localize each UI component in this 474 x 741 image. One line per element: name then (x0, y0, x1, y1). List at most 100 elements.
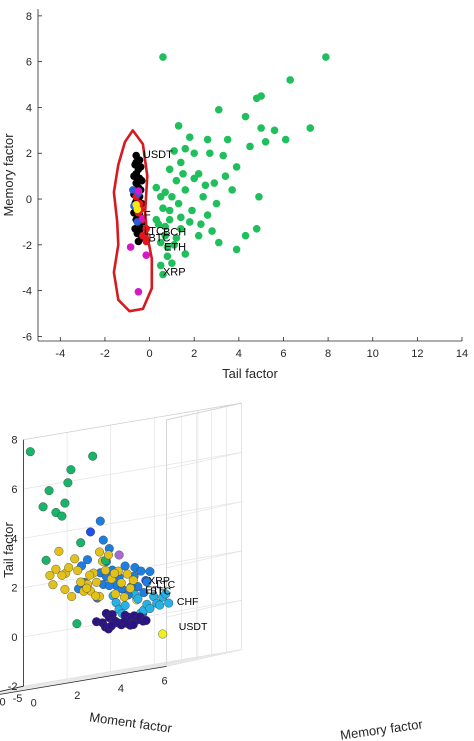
data-point (203, 211, 212, 219)
data-point (134, 237, 143, 246)
data-point (51, 564, 61, 574)
data-point (181, 250, 190, 258)
data-marks (25, 447, 174, 639)
floor-grid-line (35, 671, 111, 689)
wall-grid-line (166, 599, 242, 618)
data-point (91, 591, 101, 601)
x-axis-line (0, 685, 24, 692)
point-label: CHF (177, 596, 199, 608)
data-point (70, 554, 80, 564)
floor-grid-line (0, 655, 212, 693)
data-point (163, 252, 172, 261)
x-tick-label: 4 (236, 348, 242, 360)
y-tick-label: 8 (26, 11, 32, 23)
x-tick-label: 10 (367, 348, 379, 360)
x-tick-label: 8 (325, 348, 331, 360)
data-point (286, 76, 294, 84)
data-point (134, 187, 143, 195)
data-point (252, 225, 261, 233)
data-point (190, 149, 199, 158)
data-point (212, 199, 221, 208)
x-axis-label: Tail factor (222, 366, 278, 381)
data-point (64, 563, 74, 573)
data-point (223, 135, 232, 144)
data-point (91, 577, 101, 587)
x-tick-label: 0 (0, 697, 6, 709)
data-point (133, 205, 142, 214)
data-point (67, 592, 77, 602)
data-point (25, 447, 35, 457)
data-point (41, 555, 51, 565)
data-point (57, 570, 67, 580)
point-label: F (144, 210, 151, 222)
floor-grid-line (79, 663, 155, 682)
x-tick-label: -4 (55, 348, 65, 360)
data-point (188, 206, 196, 215)
point-label: BTC (150, 585, 171, 597)
data-point (177, 225, 185, 233)
data-point (214, 105, 223, 114)
point-label: XRP (163, 267, 186, 279)
data-point (241, 231, 250, 240)
data-point (60, 584, 70, 594)
z-tick-label: 6 (11, 484, 17, 496)
y-tick-label: -4 (22, 286, 32, 298)
data-point (161, 231, 169, 240)
data-point (128, 620, 138, 630)
data-point (203, 135, 212, 144)
data-point (255, 192, 263, 201)
x-tick-label: 12 (411, 348, 423, 360)
data-point (179, 170, 187, 178)
data-point (44, 486, 54, 496)
data-point (306, 124, 315, 132)
y-axis-line (0, 666, 167, 695)
wall-grid-line (166, 649, 242, 667)
point-label: ETH (164, 242, 186, 254)
data-point (208, 227, 216, 235)
point-label: ETH (145, 585, 166, 597)
data-point (136, 163, 145, 171)
data-point (181, 144, 190, 153)
data-point (60, 498, 70, 508)
data-point (103, 550, 113, 560)
data-point (185, 218, 194, 226)
floor-grid-line (122, 656, 198, 675)
data-point (257, 124, 265, 132)
data-point (219, 151, 228, 160)
data-point (197, 220, 205, 229)
data-point (82, 583, 92, 593)
data-point (190, 174, 199, 183)
data-point (106, 621, 116, 631)
data-point (159, 53, 167, 61)
data-point (177, 213, 185, 222)
data-point (159, 204, 167, 212)
wall-grid-line (23, 649, 242, 687)
data-point (156, 261, 165, 270)
data-point (85, 527, 95, 537)
data-point (142, 251, 151, 259)
data-point (181, 186, 190, 194)
y-tick-label: 4 (118, 683, 124, 695)
data-point (120, 601, 130, 611)
z-tick-label: -2 (8, 681, 18, 693)
data-point (137, 176, 146, 185)
data-point (172, 176, 181, 185)
x-tick-label: -5 (13, 693, 23, 705)
z-tick-label: 4 (11, 533, 17, 545)
data-point (136, 566, 146, 576)
data-point (174, 121, 183, 130)
y-tick-label: 6 (26, 57, 32, 69)
box-edge (23, 402, 242, 441)
data-point (126, 243, 135, 251)
data-point (88, 451, 98, 461)
data-point (206, 149, 214, 158)
data-marks (112, 53, 330, 313)
data-point (72, 619, 82, 629)
data-point (246, 142, 254, 151)
data-point (210, 179, 219, 187)
data-point (177, 158, 185, 167)
point-label: LTC (156, 579, 175, 591)
z-axis-label: Tail factor (1, 522, 16, 578)
